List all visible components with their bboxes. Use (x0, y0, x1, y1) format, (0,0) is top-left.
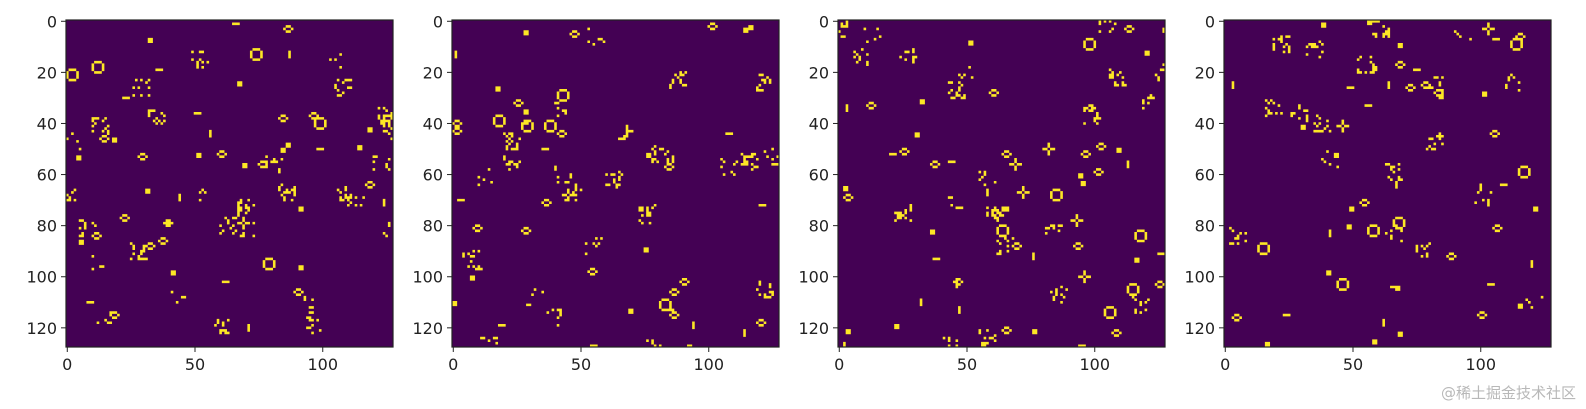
x-tick-label: 0 (448, 355, 458, 374)
y-tick-label: 60 (809, 166, 829, 185)
y-tick-label: 100 (798, 268, 829, 287)
y-tick-label: 40 (37, 114, 57, 133)
y-tick-label: 20 (1195, 63, 1215, 82)
y-tick-label: 80 (37, 217, 57, 236)
watermark: @稀土掘金技术社区 (1440, 384, 1576, 402)
y-tick-label: 40 (1195, 114, 1215, 133)
y-tick-label: 120 (412, 319, 443, 338)
heatmap-panel-4: 0 50 100 0 20 40 60 80 100 120 (1184, 12, 1552, 374)
y-tick-label: 40 (809, 114, 829, 133)
axes-frame (837, 19, 1166, 348)
y-tick-label: 20 (423, 63, 443, 82)
y-tick-label: 80 (423, 217, 443, 236)
x-tick-label: 50 (571, 355, 591, 374)
y-tick-label: 20 (37, 63, 57, 82)
live-cells (452, 22, 780, 348)
heatmap-panel-1: 0 50 100 0 20 40 60 80 100 120 (26, 12, 394, 374)
y-tick-label: 100 (1184, 268, 1215, 287)
y-tick-label: 120 (26, 319, 57, 338)
x-tick-label: 100 (1465, 355, 1496, 374)
live-cells (838, 20, 1166, 348)
x-tick-label: 0 (62, 355, 72, 374)
x-tick-label: 50 (957, 355, 977, 374)
heatmap-background (66, 20, 393, 347)
y-tick-label: 40 (423, 114, 443, 133)
x-tick-label: 100 (307, 355, 338, 374)
y-tick-label: 100 (412, 268, 443, 287)
axes-frame (451, 19, 780, 348)
y-tick-label: 120 (798, 319, 829, 338)
heatmap-background (838, 20, 1165, 347)
y-tick-label: 20 (809, 63, 829, 82)
y-tick-label: 0 (47, 12, 57, 31)
y-tick-label: 80 (1195, 217, 1215, 236)
x-tick-label: 100 (1079, 355, 1110, 374)
y-tick-label: 60 (423, 166, 443, 185)
y-tick-label: 0 (433, 12, 443, 31)
live-cells (1229, 20, 1544, 348)
heatmap-background (1224, 20, 1551, 347)
y-tick-label: 100 (26, 268, 57, 287)
y-tick-label: 60 (37, 166, 57, 185)
heatmap-panel-3: 0 50 100 0 20 40 60 80 100 120 (798, 12, 1166, 374)
y-tick-label: 80 (809, 217, 829, 236)
y-tick-label: 120 (1184, 319, 1215, 338)
y-tick-label: 0 (1205, 12, 1215, 31)
y-tick-label: 60 (1195, 166, 1215, 185)
x-tick-label: 100 (693, 355, 724, 374)
x-tick-label: 50 (185, 355, 205, 374)
heatmap-panel-2: 0 50 100 0 20 40 60 80 100 120 (412, 12, 780, 374)
axes-frame (1223, 19, 1552, 348)
x-tick-label: 50 (1343, 355, 1363, 374)
y-tick-label: 0 (819, 12, 829, 31)
axes-frame (65, 19, 394, 348)
x-tick-label: 0 (1220, 355, 1230, 374)
x-tick-label: 0 (834, 355, 844, 374)
